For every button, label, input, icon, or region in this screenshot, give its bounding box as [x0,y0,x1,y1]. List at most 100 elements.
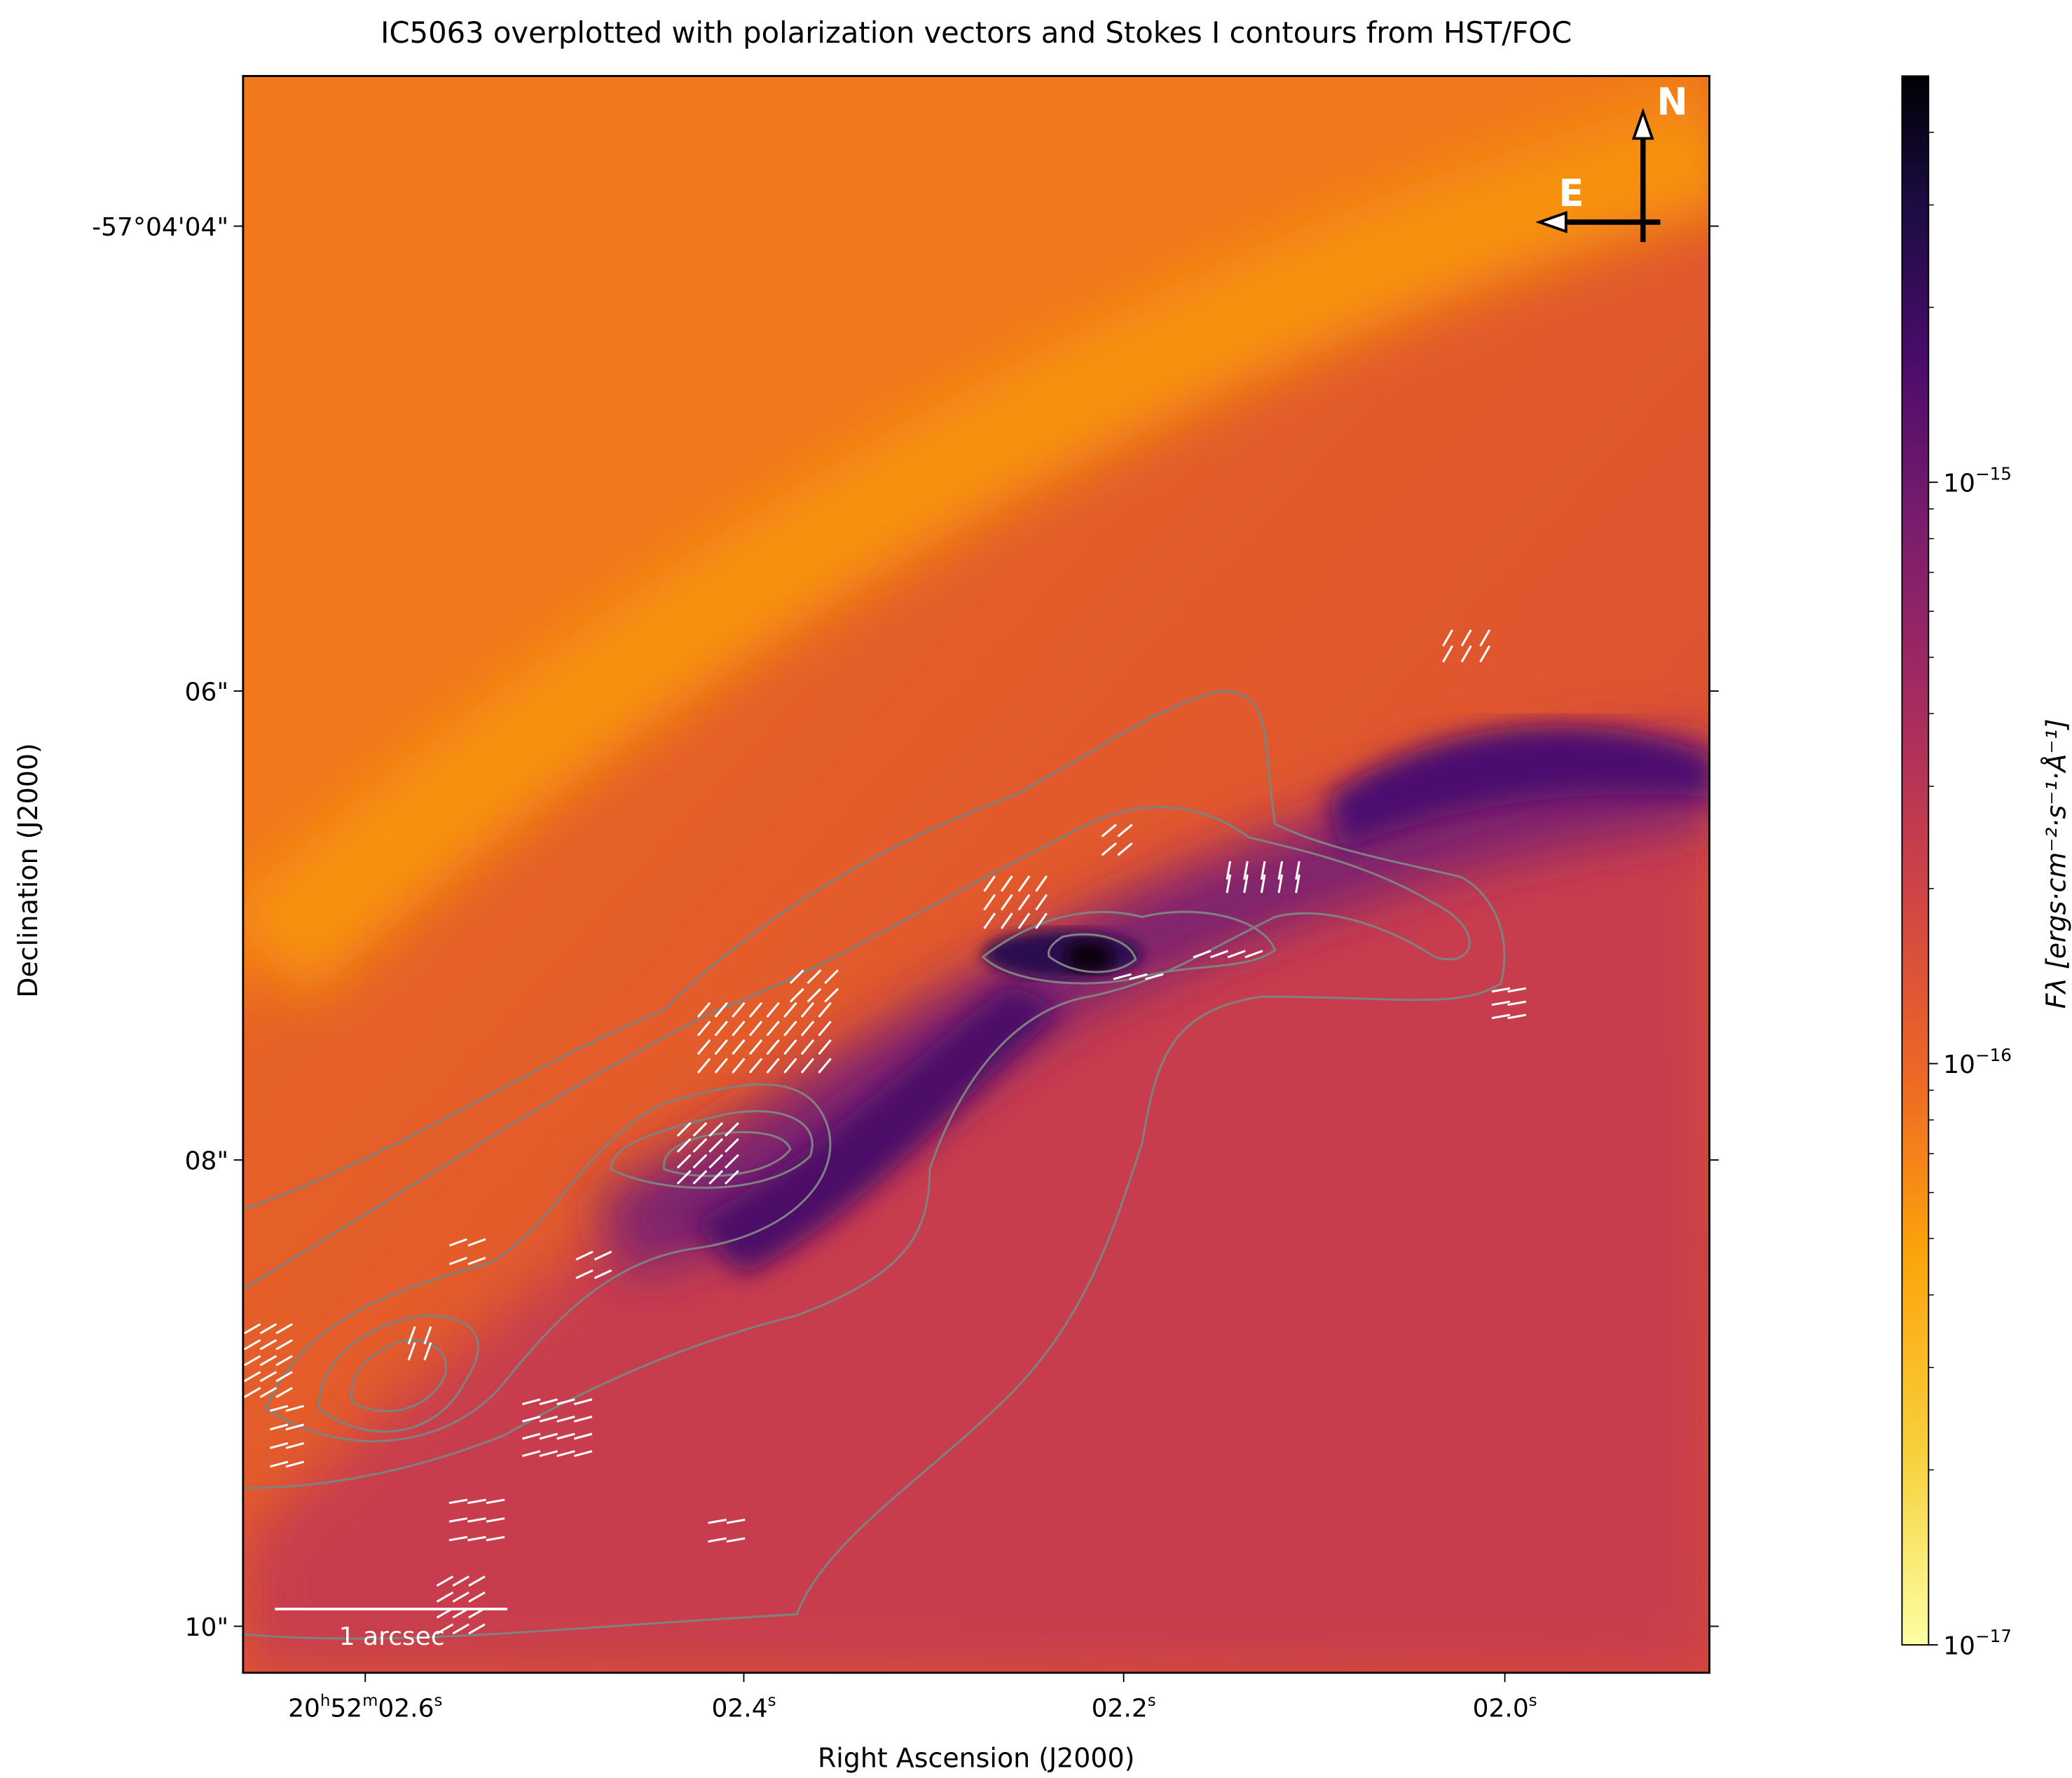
polarization-vector [468,1591,486,1603]
polarization-vector [824,969,839,985]
polarization-vector [436,1623,454,1635]
polarization-vector [556,1415,575,1423]
polarization-vector [708,1122,724,1137]
contour-line [662,1130,792,1177]
polarization-vector [697,1039,711,1055]
polarization-vector [275,1339,293,1350]
polarization-vector [556,1450,575,1457]
polarization-vector [436,1591,454,1603]
polarization-vector [243,1322,261,1334]
polarization-vector [818,1039,832,1055]
colorbar-ticks: 10−17 10−16 10−15 [1928,132,2012,1660]
polarization-vector [676,1154,692,1169]
contour-line [264,1083,832,1442]
polarization-vector [1442,629,1454,647]
polarization-vector [1243,861,1249,880]
polarization-vector [423,1342,432,1361]
polarization-vector [789,987,804,1003]
polarization-vector [766,1058,780,1074]
x-tick-label: 02.0s [1473,1692,1537,1723]
polarization-vector [269,1461,289,1468]
bright-band [242,76,1710,992]
polarization-vector [452,1575,469,1587]
contour-line [981,910,1277,985]
polarization-vector [423,1326,432,1345]
polarization-vector [983,875,996,892]
east-arrowhead-icon [1535,211,1567,233]
polarization-vector [708,1170,724,1185]
polarization-vector [539,1415,558,1423]
y-axis-label: Declination (J2000) [13,743,43,998]
polarization-vector [1193,950,1212,959]
polarization-vector [259,1386,277,1398]
east-label: E [1558,172,1584,215]
polarization-vector [1260,861,1266,880]
polarization-vector [726,1537,746,1543]
polarization-vector [732,1039,746,1055]
polarization-vector [1479,629,1491,647]
bright-band-core [242,89,1710,1002]
polarization-vector [807,969,822,985]
polarization-vector [1117,842,1133,856]
chart-title: IC5063 overplotted with polarization vec… [380,15,1572,50]
polarization-vector [732,1001,746,1018]
y-tick-label: 10" [185,1613,228,1642]
polarization-vector [1101,823,1117,837]
contour-line [242,806,1471,1489]
polarization-vector [818,1058,832,1074]
polarization-vector [285,1461,305,1468]
x-tick-label: 02.2s [1092,1692,1156,1723]
polarization-vector [708,1137,724,1153]
polarization-vector [1442,645,1454,663]
x-tick-label: 20h52m02.6s [288,1692,442,1723]
polarization-vector [789,969,804,985]
polarization-vector [521,1398,541,1406]
polarization-vector [783,1039,797,1055]
polarization-vector [1117,823,1133,837]
polarization-vector [676,1170,692,1185]
polarization-vector [1227,950,1246,959]
polarization-vector [714,1039,728,1055]
polarization-vector [575,1250,594,1261]
polarization-vector [714,1001,728,1018]
polarization-vector [1277,874,1284,894]
colorbar-label: Fλ [ergs·cm⁻²·s⁻¹·Å⁻¹] [2041,719,2072,1009]
polarization-vector [285,1442,305,1449]
contour-line [317,1314,479,1433]
polarization-vector [539,1398,558,1406]
polarization-vector [1000,894,1013,911]
polarization-vector [1491,1013,1511,1020]
polarization-vector [692,1122,708,1137]
polarization-vector [732,1058,746,1074]
y-tick-label: 06" [185,678,228,706]
polarization-vector [807,987,822,1003]
polarization-vector [275,1322,293,1334]
colorbar-tick-label: 10−15 [1943,463,2012,498]
polarization-vector [1295,874,1301,894]
polarization-vector [575,1269,594,1280]
contour-line [350,1339,447,1412]
polarization-vector [1244,950,1263,959]
polarization-vector [748,1039,763,1055]
polarization-vector [748,1001,763,1018]
polarization-vector [732,1020,746,1037]
polarization-vector [243,1371,261,1383]
polarization-vector [1017,875,1031,892]
colorbar-tick-label: 10−16 [1943,1045,2012,1079]
polarization-vector [724,1122,739,1137]
polarization-vector [407,1342,416,1361]
polarization-vector [573,1432,593,1440]
image-layer: 1 arcsec N E [242,76,1710,1673]
polarization-vector [556,1398,575,1406]
colorbar [1901,75,1930,1646]
polarization-vector [448,1536,468,1542]
polarization-vector [259,1355,277,1367]
polarization-vector [708,1537,727,1543]
polarization-vector [766,1039,780,1055]
axes-frame [242,75,1710,1674]
polarization-vector [783,1001,797,1018]
polarization-vector [1491,987,1511,993]
polarization-vector [1035,875,1048,892]
polarization-vector [724,1137,739,1153]
